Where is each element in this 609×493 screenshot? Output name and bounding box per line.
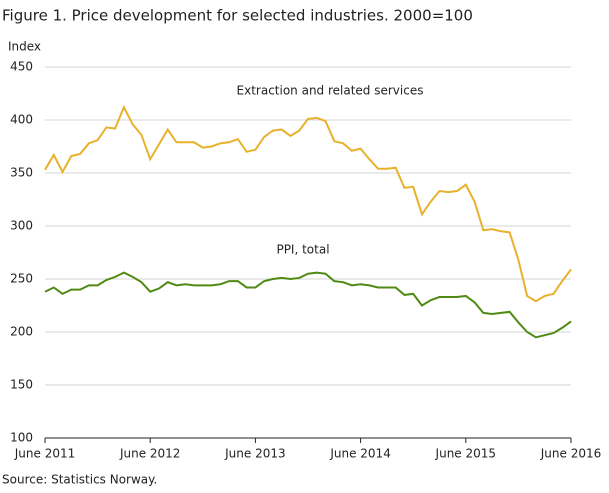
y-tick-label: 350 xyxy=(10,166,33,180)
line-series xyxy=(44,104,572,303)
source: Source: Statistics Norway. xyxy=(2,473,157,487)
x-tick-label: June 2014 xyxy=(329,447,391,461)
y-tick-label: 400 xyxy=(10,113,33,127)
x-tick-label: June 2011 xyxy=(14,447,76,461)
y-tick-label: 450 xyxy=(10,60,33,74)
y-tick-label: 250 xyxy=(10,272,33,286)
y-tick-label: 200 xyxy=(10,325,33,339)
y-tick-label: 150 xyxy=(10,378,33,392)
x-tick-label: June 2015 xyxy=(435,447,497,461)
chart-title: Figure 1. Price development for selected… xyxy=(2,7,473,25)
annotation: PPI, total xyxy=(276,243,329,257)
x-tick-label: June 2013 xyxy=(224,447,286,461)
y-axis-label: Index xyxy=(8,40,41,54)
line-series xyxy=(44,271,572,339)
x-tick-label: June 2012 xyxy=(119,447,181,461)
x-tick-label: June 2016 xyxy=(540,447,602,461)
y-tick-label: 300 xyxy=(10,219,33,233)
y-tick-label: 100 xyxy=(10,431,33,445)
annotation: Extraction and related services xyxy=(237,84,424,98)
